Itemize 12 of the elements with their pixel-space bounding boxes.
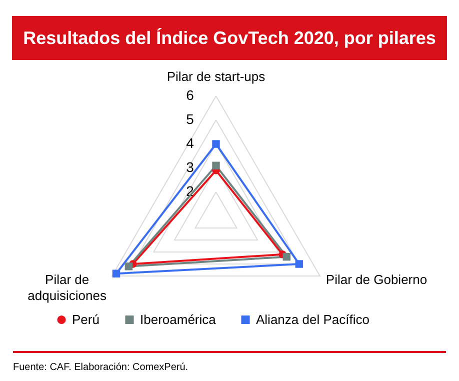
chart-title: Resultados del Índice GovTech 2020, por pilares (12, 16, 447, 60)
spoke-label: Pilar de adquisiciones (28, 272, 107, 303)
spoke-label: Pilar de Gobierno (326, 272, 428, 287)
legend-label: Iberoamérica (140, 312, 217, 327)
spoke-label: Pilar de start-ups (166, 69, 266, 84)
source-note: Fuente: CAF. Elaboración: ComexPerú. (13, 362, 188, 373)
y-tick-label: 5 (186, 111, 194, 127)
legend-label: Alianza del Pacífico (256, 312, 370, 327)
y-tick-label: 6 (186, 87, 194, 103)
legend-label: Perú (72, 312, 100, 327)
y-tick-label: 3 (186, 159, 194, 175)
y-tick-label: 4 (186, 135, 194, 151)
